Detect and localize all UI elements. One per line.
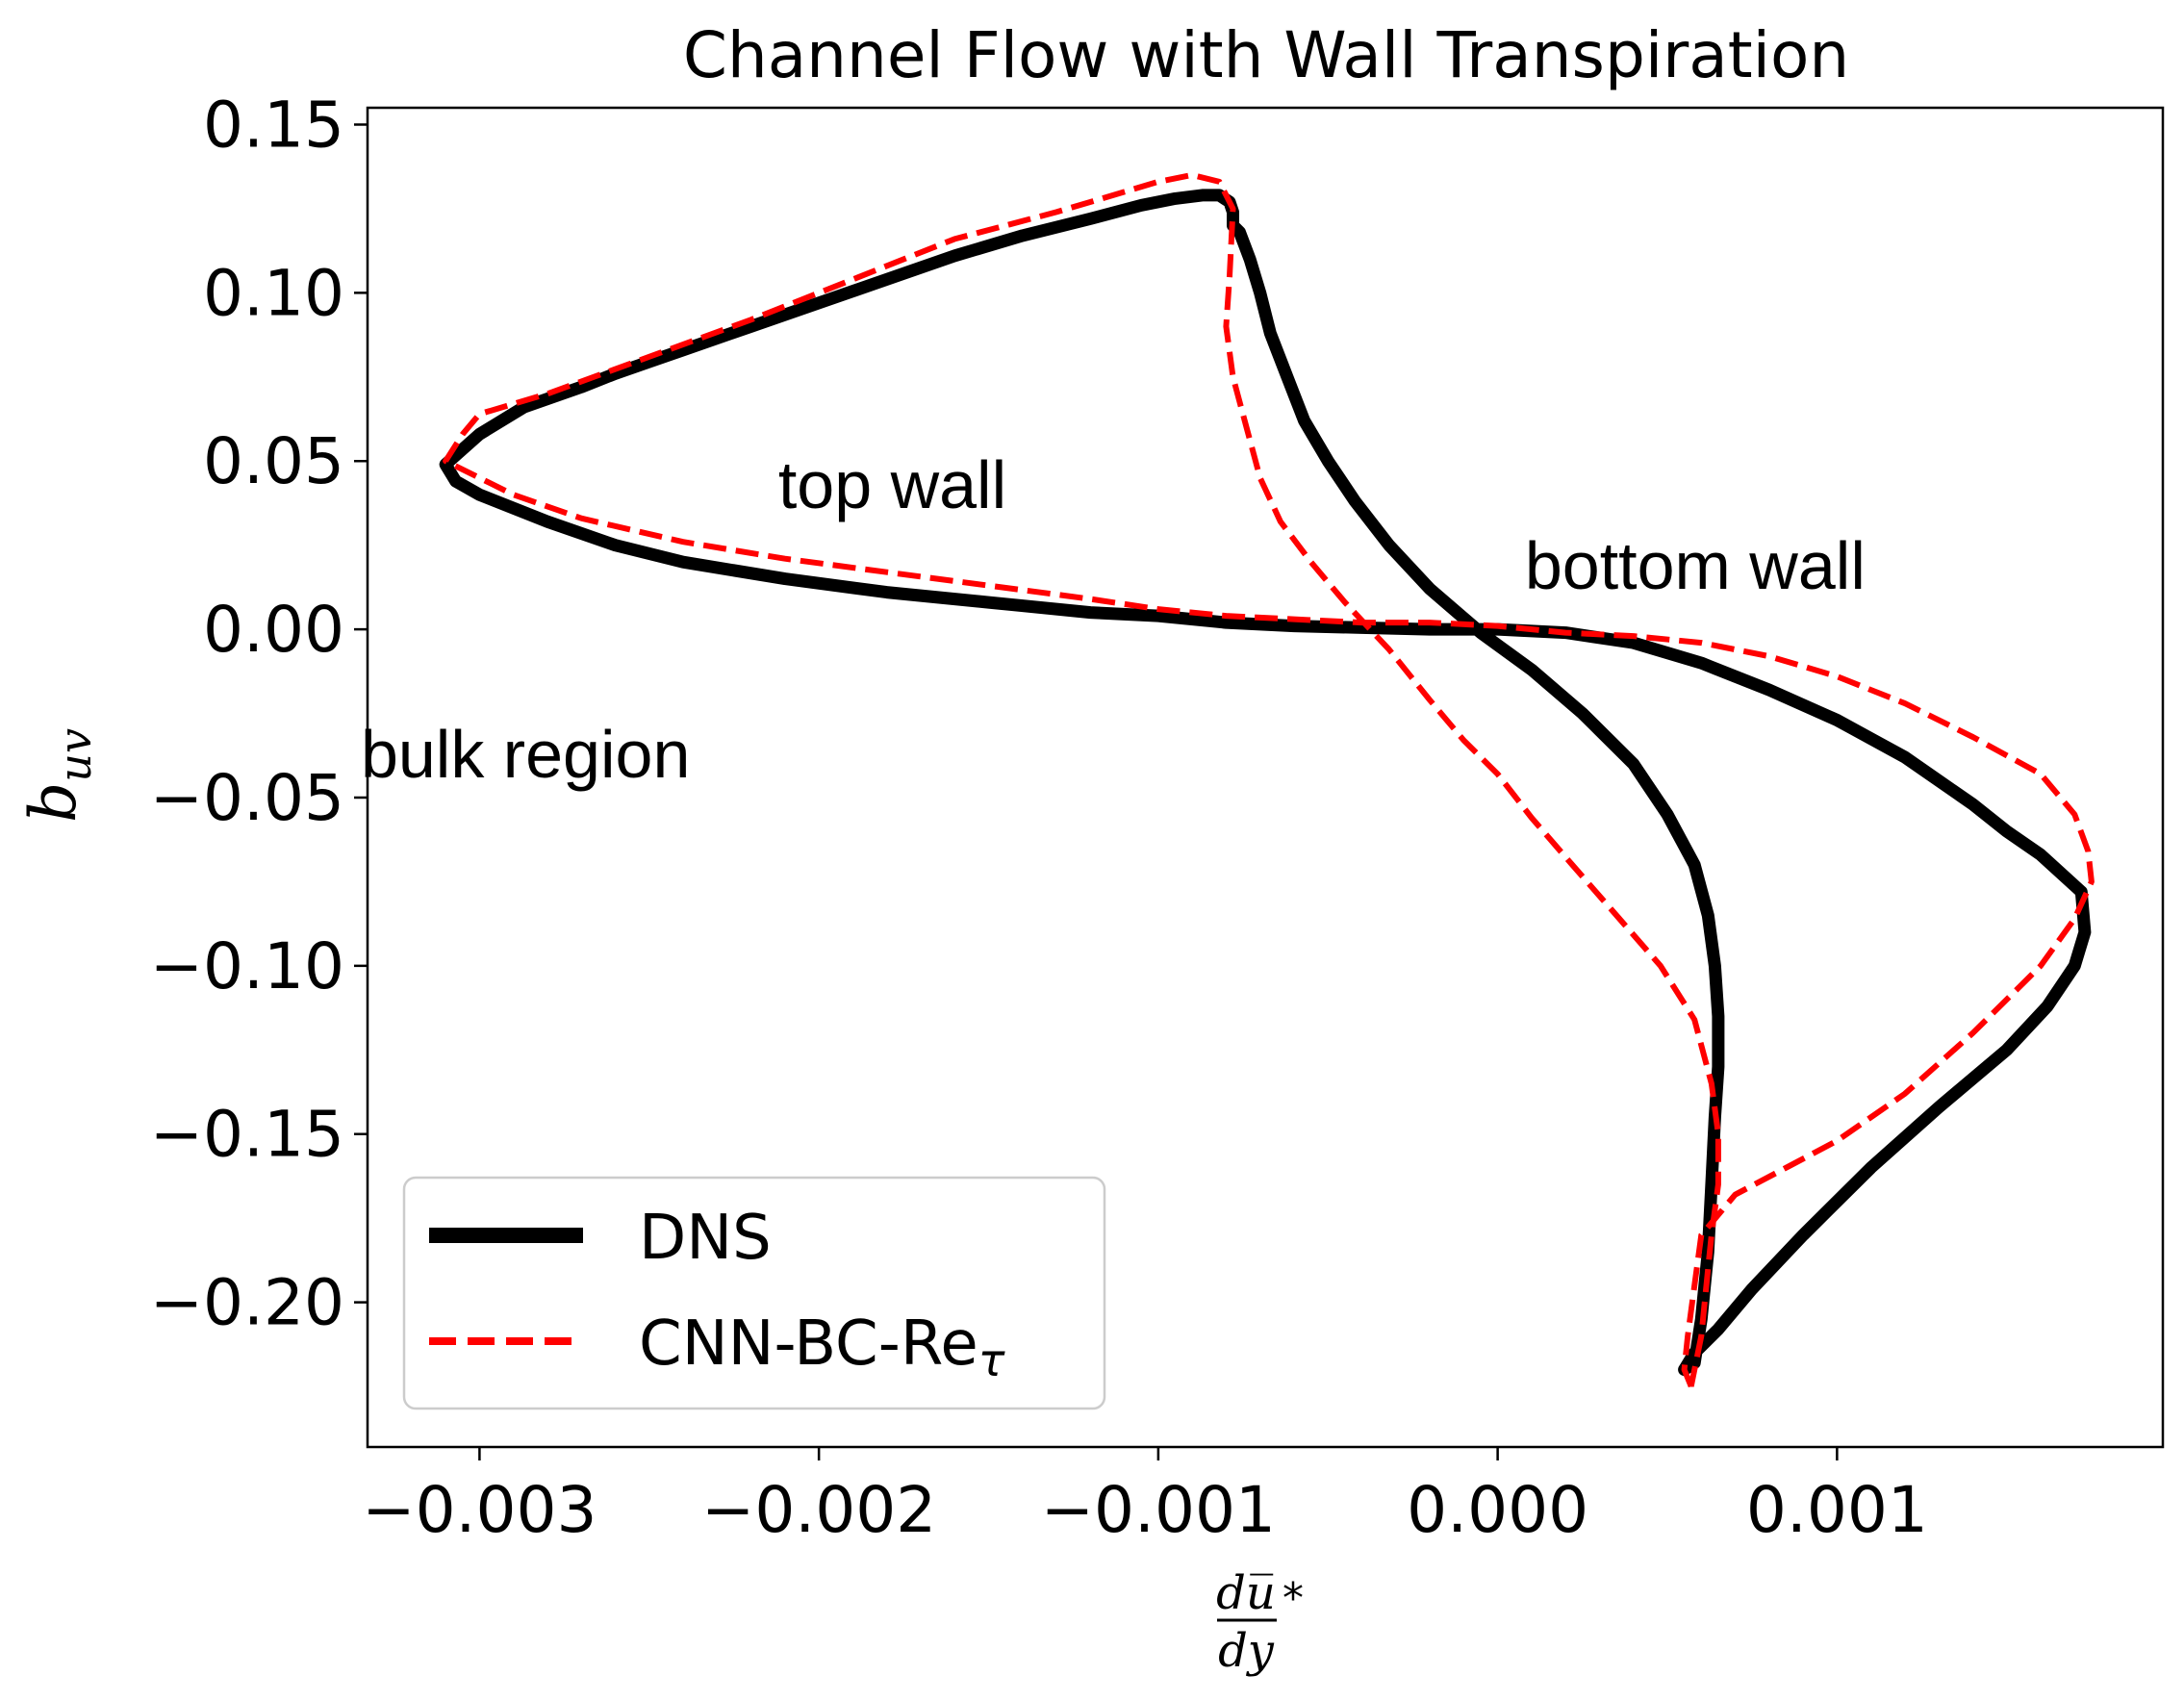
legend-label-cnn: CNN-BC-Reτ [639,1308,1005,1386]
x-tick-label: 0.000 [1407,1473,1588,1547]
y-tick-label: 0.10 [203,256,344,330]
chart-title: Channel Flow with Wall Transpiration [683,18,1849,92]
y-tick-label: 0.05 [203,424,344,498]
annotation-label: bottom wall [1525,528,1866,603]
legend: DNS CNN-BC-Reτ [404,1178,1105,1409]
y-tick-label: −0.05 [150,761,344,835]
x-axis-label-suffix: * [1282,1574,1304,1623]
x-axis-label-denominator: dy [1218,1624,1275,1678]
x-tick-label: −0.001 [1041,1473,1276,1547]
legend-label-cnn-base: CNN-BC-Re [639,1308,978,1380]
legend-label-cnn-subscript: τ [978,1334,1005,1386]
x-axis-label-numerator: du̅ [1216,1566,1276,1620]
legend-label-dns: DNS [639,1203,772,1274]
x-tick-label: −0.002 [701,1473,936,1547]
y-tick-label: 0.15 [203,88,344,162]
annotation-label: bulk region [361,717,690,792]
x-tick-label: −0.003 [362,1473,597,1547]
y-axis-label-base: b [16,782,90,823]
annotation-label: top wall [778,447,1006,522]
y-tick-label: −0.20 [150,1266,344,1340]
x-tick-label: 0.001 [1746,1473,1928,1547]
y-axis-label-subscript: uv [49,728,101,782]
y-tick-label: 0.00 [203,593,344,667]
y-tick-label: −0.15 [150,1098,344,1172]
y-tick-label: −0.10 [150,929,344,1003]
